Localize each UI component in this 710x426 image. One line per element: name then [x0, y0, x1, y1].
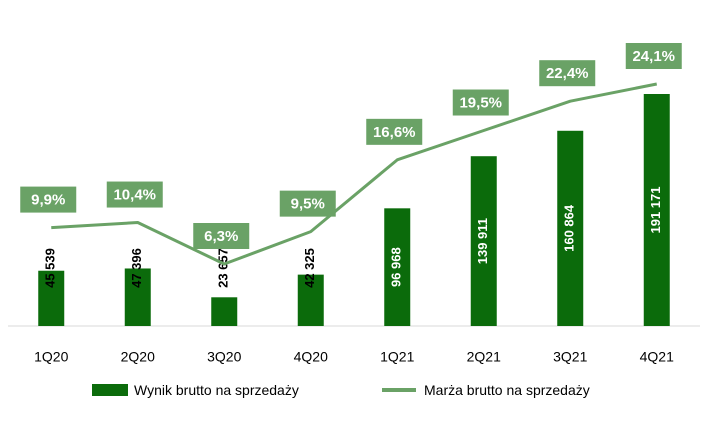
line-label-box — [193, 223, 250, 249]
x-tick-label: 1Q20 — [34, 349, 68, 365]
line-value-label: 9,9% — [31, 192, 65, 209]
line-label-box — [366, 118, 423, 145]
x-tick-label: 4Q20 — [294, 349, 328, 365]
bar — [643, 94, 670, 326]
bar-value-label: 45 539 — [43, 248, 58, 288]
bar-value-label: 47 396 — [129, 248, 144, 288]
line-label-box — [106, 181, 163, 208]
line-label-box — [539, 60, 596, 87]
bar-value-label: 23 657 — [216, 248, 231, 288]
legend-label-line-series: Marża brutto na sprzedaży — [424, 382, 590, 398]
legend-item-line-series: Marża brutto na sprzedaży — [382, 382, 590, 398]
line-value-label: 19,5% — [459, 94, 502, 111]
bar — [557, 130, 584, 326]
bar-value-label: 160 864 — [562, 204, 577, 252]
legend-line-swatch — [382, 388, 416, 392]
legend-item-bar-series: Wynik brutto na sprzedaży — [92, 382, 299, 398]
line-label-box — [625, 43, 682, 69]
x-tick-label: 4Q21 — [640, 349, 674, 365]
bar — [38, 270, 65, 326]
bar-value-label: 191 171 — [648, 187, 663, 234]
x-tick-label: 1Q21 — [380, 349, 414, 365]
line-label-box — [20, 186, 77, 213]
line-value-label: 9,5% — [291, 196, 325, 213]
x-tick-label: 3Q21 — [553, 349, 587, 365]
bar — [384, 208, 411, 326]
chart-legend: Wynik brutto na sprzedaży Marża brutto n… — [0, 382, 710, 406]
x-tick-label: 3Q20 — [207, 349, 241, 365]
x-tick-label: 2Q20 — [121, 349, 155, 365]
bar — [211, 297, 238, 326]
line-label-box — [452, 89, 509, 116]
bar — [297, 274, 324, 326]
line-value-label: 10,4% — [113, 187, 156, 204]
chart-plot: 45 539 47 396 23 657 42 325 96 968 139 911 160… — [8, 43, 700, 365]
line-value-label: 6,3% — [204, 228, 238, 245]
line-value-label: 22,4% — [546, 65, 589, 82]
legend-label-bar-series: Wynik brutto na sprzedaży — [134, 382, 299, 398]
bar-value-label: 96 968 — [389, 247, 404, 287]
bar-value-label: 139 911 — [475, 218, 490, 264]
bar — [470, 156, 497, 326]
bar — [124, 268, 151, 326]
x-tick-label: 2Q21 — [467, 349, 501, 365]
line-value-label: 16,6% — [373, 124, 416, 141]
legend-bar-swatch — [92, 384, 128, 396]
line-label-box — [279, 190, 336, 217]
bar-value-label: 42 325 — [302, 248, 317, 288]
series-line — [51, 82, 658, 266]
line-value-label: 24,1% — [632, 48, 675, 65]
